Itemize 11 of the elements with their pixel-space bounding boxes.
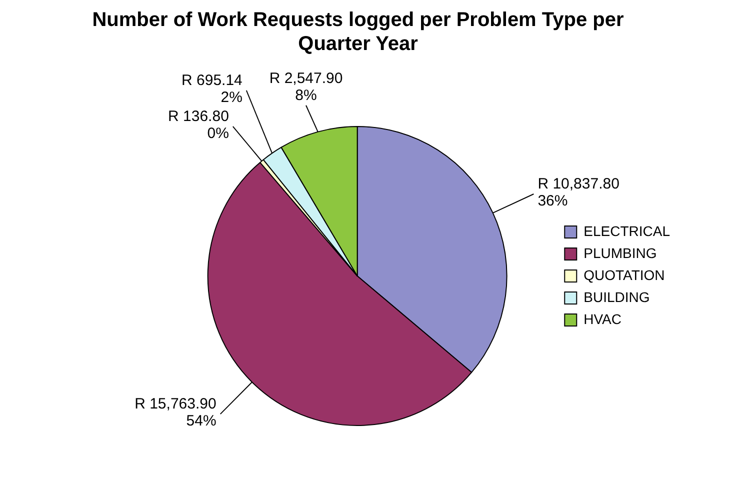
- data-label: R 136.80 0%: [168, 108, 229, 142]
- legend-label: ELECTRICAL: [584, 222, 670, 239]
- data-label: R 2,547.90 8%: [269, 70, 343, 104]
- legend-label: PLUMBING: [584, 244, 657, 261]
- legend-label: BUILDING: [584, 288, 650, 305]
- data-label: R 10,837.80 36%: [538, 176, 620, 210]
- chart-title: Number of Work Requests logged per Problem Type per Quarter Year: [91, 8, 625, 56]
- data-label: R 15,763.90 54%: [134, 396, 216, 430]
- legend-label: QUOTATION: [584, 266, 665, 283]
- legend-label: HVAC: [584, 310, 622, 327]
- data-label: R 695.14 2%: [182, 72, 242, 106]
